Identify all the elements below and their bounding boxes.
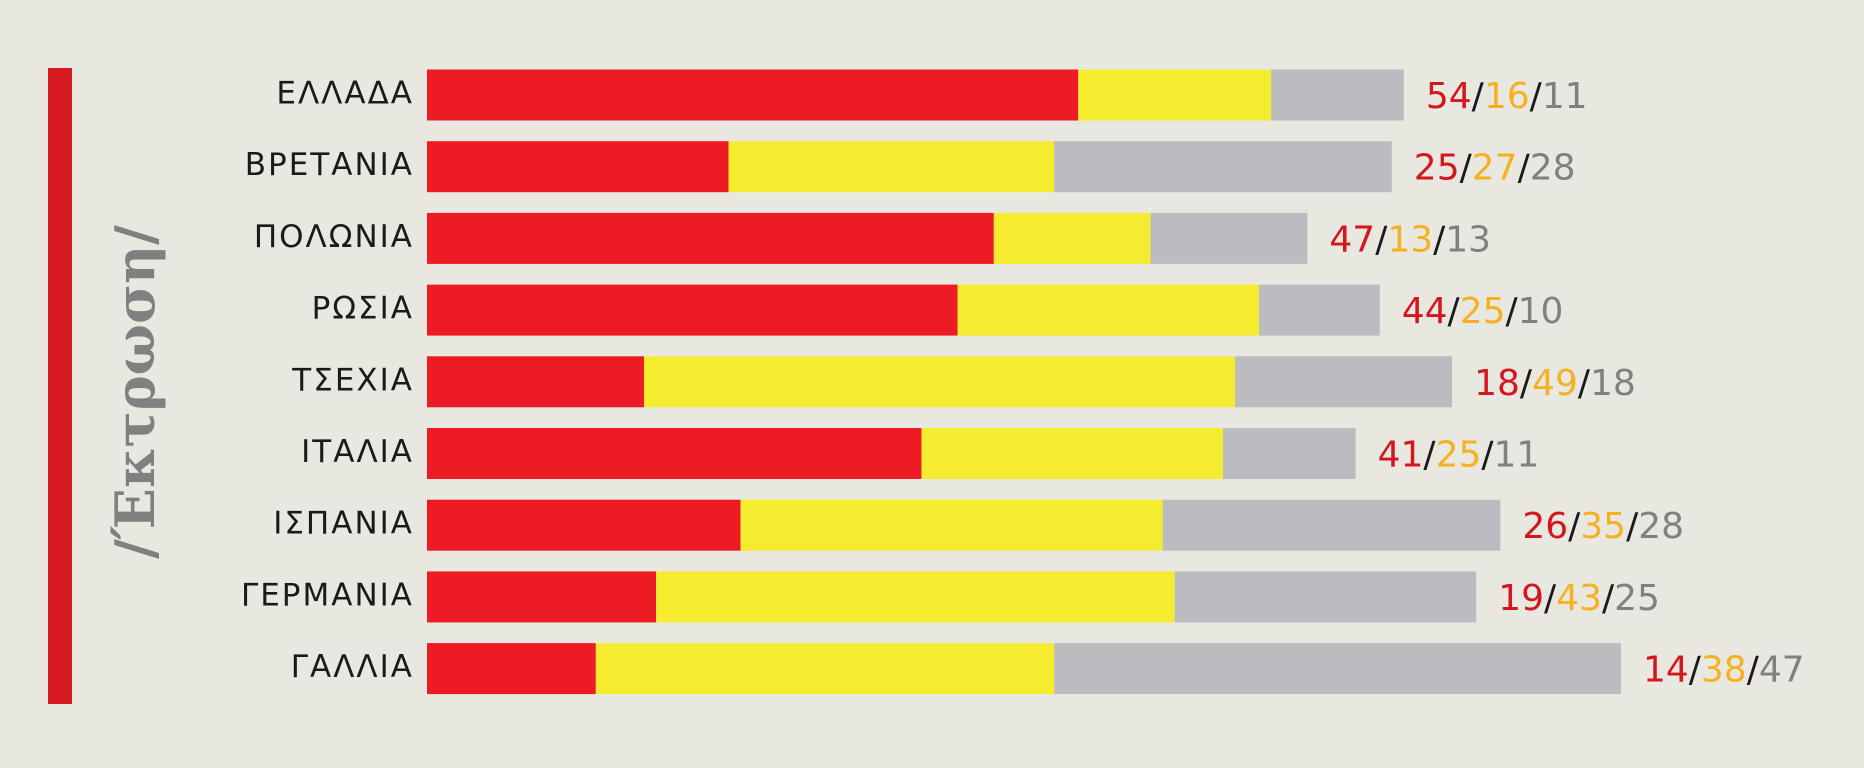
category-label: ΡΩΣΙΑ <box>312 291 414 327</box>
value-text: 26 <box>1522 506 1568 547</box>
bar-segment <box>993 212 1151 264</box>
value-text: 13 <box>1387 219 1433 260</box>
bar-segment <box>644 356 1236 408</box>
separator: / <box>1375 219 1388 260</box>
value-text: 10 <box>1518 291 1564 332</box>
value-label: 18/49/18 <box>1474 363 1636 404</box>
bar-segment <box>1054 141 1392 193</box>
separator: / <box>1460 148 1473 189</box>
value-text: 41 <box>1378 435 1424 476</box>
value-text: 35 <box>1580 506 1626 547</box>
bar-segment <box>1222 428 1356 479</box>
value-text: 18 <box>1474 363 1520 404</box>
separator: / <box>1423 435 1436 476</box>
value-text: 43 <box>1556 578 1602 619</box>
separator: / <box>1578 363 1591 404</box>
bar-segment <box>1054 643 1621 695</box>
bar-segment <box>921 428 1223 479</box>
value-label: 47/13/13 <box>1329 219 1491 260</box>
separator: / <box>1626 506 1639 547</box>
category-label: ΠΟΛΩΝΙΑ <box>254 219 414 255</box>
value-label: 44/25/10 <box>1402 291 1564 332</box>
value-text: 44 <box>1402 291 1448 332</box>
bar-segment <box>1162 499 1501 551</box>
value-label: 25/27/28 <box>1414 148 1576 189</box>
separator: / <box>1448 291 1461 332</box>
category-label: ΒΡΕΤΑΝΙΑ <box>245 147 414 183</box>
value-label: 41/25/11 <box>1378 435 1540 476</box>
value-text: 11 <box>1542 76 1588 117</box>
separator: / <box>1518 148 1531 189</box>
value-text: 18 <box>1590 363 1636 404</box>
bar-segment <box>427 428 922 479</box>
bar-segment <box>427 643 596 695</box>
bar-segment <box>427 284 958 336</box>
value-text: 13 <box>1445 219 1491 260</box>
bar-segment <box>957 284 1260 336</box>
value-text: 49 <box>1532 363 1578 404</box>
value-text: 47 <box>1329 219 1375 260</box>
bar-segment <box>1235 356 1453 408</box>
bar-segment <box>427 69 1079 121</box>
bar-segment <box>1271 69 1404 121</box>
value-label: 26/35/28 <box>1522 506 1684 547</box>
bar-segment <box>1150 212 1308 264</box>
accent-bar <box>48 68 72 704</box>
separator: / <box>1747 650 1760 691</box>
bar-segment <box>427 499 741 551</box>
value-text: 28 <box>1530 148 1576 189</box>
separator: / <box>1568 506 1581 547</box>
bar-segment <box>656 571 1175 623</box>
separator: / <box>1472 76 1485 117</box>
bar-segment <box>1078 69 1272 121</box>
value-text: 14 <box>1643 650 1689 691</box>
separator: / <box>1520 363 1533 404</box>
value-text: 16 <box>1484 76 1530 117</box>
value-text: 38 <box>1701 650 1747 691</box>
category-label: ΤΣΕΧΙΑ <box>291 362 414 398</box>
value-text: 47 <box>1759 650 1805 691</box>
value-label: 54/16/11 <box>1426 76 1588 117</box>
bar-segment <box>1259 284 1380 336</box>
separator: / <box>1530 76 1543 117</box>
category-label: ΕΛΛΑΔΑ <box>276 76 414 112</box>
separator: / <box>1506 291 1519 332</box>
value-text: 25 <box>1460 291 1506 332</box>
value-text: 27 <box>1472 148 1518 189</box>
value-text: 25 <box>1414 148 1460 189</box>
separator: / <box>1602 578 1615 619</box>
value-label: 14/38/47 <box>1643 650 1805 691</box>
separator: / <box>1433 219 1446 260</box>
chart-title: /Έκτρωση/ <box>103 225 167 559</box>
value-text: 28 <box>1638 506 1684 547</box>
category-label: ΓΕΡΜΑΝΙΑ <box>241 577 414 613</box>
category-label: ΙΤΑΛΙΑ <box>301 434 414 470</box>
value-text: 54 <box>1426 76 1472 117</box>
value-label: 19/43/25 <box>1498 578 1660 619</box>
value-text: 25 <box>1614 578 1660 619</box>
bar-segment <box>427 212 994 264</box>
bar-segment <box>740 499 1163 551</box>
separator: / <box>1481 435 1494 476</box>
bar-segment <box>1174 571 1477 623</box>
value-text: 25 <box>1436 435 1482 476</box>
category-label: ΙΣΠΑΝΙΑ <box>273 506 414 542</box>
category-label: ΓΑΛΛΙΑ <box>291 649 414 685</box>
separator: / <box>1689 650 1702 691</box>
bar-segment <box>728 141 1055 193</box>
bar-segment <box>427 571 657 623</box>
value-text: 11 <box>1494 435 1540 476</box>
value-text: 19 <box>1498 578 1544 619</box>
bar-segment <box>427 356 645 408</box>
bar-segment <box>427 141 729 193</box>
bar-segment <box>595 643 1055 695</box>
separator: / <box>1544 578 1557 619</box>
